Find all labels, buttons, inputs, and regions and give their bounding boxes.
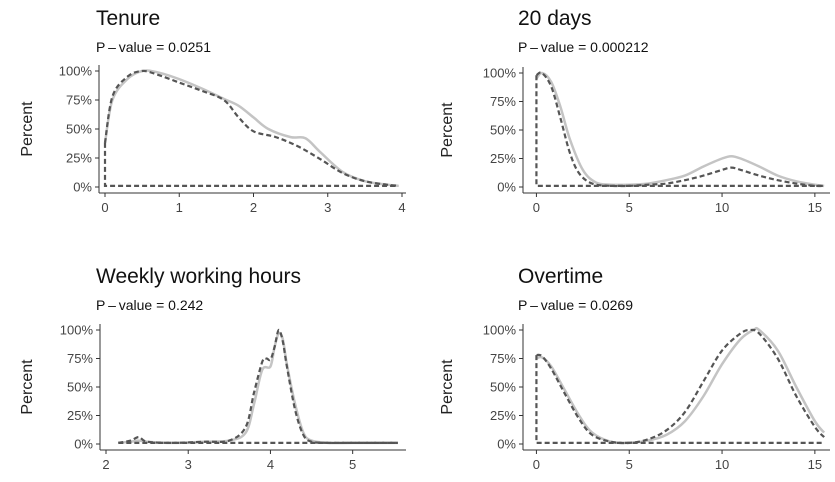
x-tick-label: 5 bbox=[626, 200, 633, 215]
y-tick-label: 75% bbox=[67, 351, 93, 366]
panel-title: Weekly working hours bbox=[96, 265, 301, 288]
panel-pvalue: P – value = 0.242 bbox=[96, 297, 203, 313]
y-tick-label: 0% bbox=[74, 437, 93, 452]
series-solid-line bbox=[536, 73, 824, 186]
x-tick-label: 0 bbox=[101, 200, 108, 215]
panel-1: Tenure P – value = 0.0251 Percent 0% 25% 50% 7… bbox=[19, 7, 406, 215]
x-tick-label: 2 bbox=[250, 200, 257, 215]
x-tick-label: 3 bbox=[324, 200, 331, 215]
y-tick-label: 25% bbox=[67, 408, 93, 423]
x-tick-label: 15 bbox=[808, 200, 822, 215]
panel-3: Weekly working hours P – value = 0.242 Per… bbox=[19, 265, 406, 472]
y-tick-label: 100% bbox=[59, 64, 93, 79]
y-tick-label: 75% bbox=[490, 351, 516, 366]
y-tick-label: 50% bbox=[67, 380, 93, 395]
panel-pvalue: P – value = 0.0269 bbox=[518, 297, 633, 313]
y-tick-label: 50% bbox=[490, 123, 516, 138]
y-tick-label: 0% bbox=[497, 437, 516, 452]
series-solid-line bbox=[536, 328, 824, 443]
series-dashed-line bbox=[105, 143, 398, 186]
x-tick-label: 15 bbox=[808, 457, 822, 472]
series-dashed-line bbox=[536, 355, 824, 443]
x-tick-label: 5 bbox=[626, 457, 633, 472]
panel-title: 20 days bbox=[518, 7, 592, 30]
series-solid-line bbox=[118, 333, 398, 443]
y-tick-label: 75% bbox=[490, 94, 516, 109]
y-tick-label: 50% bbox=[490, 380, 516, 395]
y-tick-label: 75% bbox=[66, 93, 92, 108]
y-tick-label: 50% bbox=[66, 122, 92, 137]
x-tick-label: 1 bbox=[176, 200, 183, 215]
panel-title: Overtime bbox=[518, 265, 603, 288]
panel-pvalue: P – value = 0.0251 bbox=[96, 39, 211, 55]
y-axis-label: Percent bbox=[19, 359, 36, 415]
x-tick-label: 2 bbox=[102, 457, 109, 472]
series-solid-line bbox=[105, 70, 398, 185]
panel-2: 20 days P – value = 0.000212 Percent 0% 25% 5… bbox=[439, 7, 830, 215]
series-dashed-line bbox=[105, 71, 398, 186]
x-tick-label: 4 bbox=[398, 200, 405, 215]
y-tick-label: 0% bbox=[497, 180, 516, 195]
series-dashed-line bbox=[536, 72, 824, 186]
panel-pvalue: P – value = 0.000212 bbox=[518, 39, 649, 55]
y-tick-label: 0% bbox=[73, 180, 92, 195]
x-tick-label: 5 bbox=[349, 457, 356, 472]
y-axis-label: Percent bbox=[439, 359, 456, 415]
x-tick-label: 0 bbox=[533, 200, 540, 215]
x-tick-label: 0 bbox=[533, 457, 540, 472]
x-tick-label: 10 bbox=[715, 200, 729, 215]
series-dashed-line bbox=[536, 75, 824, 186]
y-tick-label: 25% bbox=[66, 151, 92, 166]
x-tick-label: 3 bbox=[185, 457, 192, 472]
y-tick-label: 25% bbox=[490, 408, 516, 423]
y-tick-label: 100% bbox=[483, 323, 517, 338]
y-axis-label: Percent bbox=[19, 101, 36, 157]
y-tick-label: 100% bbox=[60, 323, 94, 338]
x-tick-label: 10 bbox=[715, 457, 729, 472]
y-axis-label: Percent bbox=[439, 102, 456, 158]
y-tick-label: 25% bbox=[490, 151, 516, 166]
x-tick-label: 4 bbox=[267, 457, 274, 472]
panel-title: Tenure bbox=[96, 7, 160, 30]
y-tick-label: 100% bbox=[483, 66, 517, 81]
